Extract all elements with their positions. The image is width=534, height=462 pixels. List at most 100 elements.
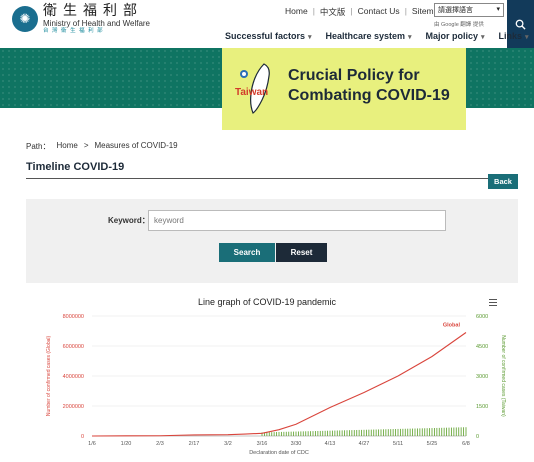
taiwan-bar (266, 432, 268, 436)
logo-english-name: Ministry of Health and Welfare (43, 19, 151, 28)
x-axis-tick-label: 4/27 (359, 441, 370, 447)
taiwan-bar (278, 431, 280, 436)
taiwan-bar (460, 427, 462, 436)
ministry-logo[interactable]: ✺ 衛生福利部 Ministry of Health and Welfare 台… (12, 4, 150, 35)
taiwan-bar (310, 431, 312, 436)
taiwan-bar (365, 429, 367, 436)
taiwan-bar (375, 429, 377, 436)
right-axis-tick-label: 0 (476, 434, 479, 440)
topnav-contact[interactable]: Contact Us (357, 6, 400, 16)
right-axis-tick-label: 3000 (476, 374, 488, 380)
logo-subtitle: 台 灣 衛 生 福 利 部 (43, 28, 104, 34)
taiwan-bar (324, 430, 326, 436)
left-axis-tick-label: 0 (81, 434, 84, 440)
left-axis-tick-label: 4000000 (63, 374, 84, 380)
taiwan-bar (436, 427, 438, 436)
taiwan-bar (280, 431, 282, 436)
taiwan-bar (453, 427, 455, 436)
left-axis-tick-label: 6000000 (63, 344, 84, 350)
taiwan-bar (353, 430, 355, 436)
taiwan-bar (305, 431, 307, 436)
nav-major-policy[interactable]: Major policy ▾ (425, 31, 485, 41)
right-axis-tick-label: 6000 (476, 314, 488, 320)
taiwan-bar (448, 427, 450, 436)
x-axis-tick-label: 2/3 (156, 441, 164, 447)
taiwan-bar (397, 428, 399, 436)
header-search-button[interactable] (507, 0, 534, 48)
back-button[interactable]: Back (488, 174, 518, 189)
breadcrumb-home[interactable]: Home (56, 141, 78, 150)
ministry-emblem-icon: ✺ (12, 6, 38, 33)
taiwan-bar (419, 428, 421, 436)
left-axis-label: Number of confirmed cases (Global) (46, 336, 52, 417)
x-axis-tick-label: 3/16 (257, 441, 268, 447)
breadcrumb-current[interactable]: Measures of COVID-19 (94, 141, 178, 150)
keyword-input[interactable] (148, 210, 446, 231)
taiwan-bar (438, 427, 440, 436)
x-axis-tick-label: 3/30 (291, 441, 302, 447)
keyword-label: Keyword： (108, 216, 150, 225)
search-button[interactable]: Search (219, 243, 275, 262)
taiwan-bar (433, 428, 435, 436)
taiwan-bar (295, 431, 297, 436)
nav-links[interactable]: Links ▾ (498, 31, 529, 41)
reset-button[interactable]: Reset (276, 243, 327, 262)
taiwan-bar (356, 429, 358, 436)
x-axis-tick-label: 4/13 (325, 441, 336, 447)
taiwan-bar (322, 430, 324, 436)
language-select[interactable]: 請選擇語言 ▾ (434, 3, 504, 17)
taiwan-bar (441, 427, 443, 436)
taiwan-bar (327, 430, 329, 436)
taiwan-bar (288, 431, 290, 436)
taiwan-bar (358, 429, 360, 436)
taiwan-bar (443, 427, 445, 436)
taiwan-bar (407, 428, 409, 436)
chevron-down-icon: ▾ (496, 6, 500, 13)
google-translate-badge: 由 Google 翻譯 提供 (434, 22, 484, 28)
chevron-down-icon: ▾ (523, 34, 529, 41)
taiwan-bar (290, 431, 292, 436)
taiwan-bar (273, 432, 275, 436)
taiwan-bar (339, 430, 341, 436)
taiwan-bar (392, 429, 394, 436)
left-axis-tick-label: 8000000 (63, 314, 84, 320)
taiwan-bar (402, 428, 404, 436)
topnav-chinese[interactable]: 中文版 (319, 7, 346, 17)
taiwan-bar (458, 427, 460, 436)
search-icon (515, 19, 526, 30)
nav-healthcare-system[interactable]: Healthcare system ▾ (325, 31, 412, 41)
x-axis-tick-label: 1/6 (88, 441, 96, 447)
x-axis-label: Declaration date of CDC (249, 450, 309, 456)
taiwan-bar (344, 430, 346, 436)
banner-card: Taiwan Crucial Policy for Combating COVI… (222, 48, 466, 130)
taiwan-bar (463, 427, 465, 436)
taiwan-bar (421, 428, 423, 436)
nav-successful-factors[interactable]: Successful factors ▾ (225, 31, 312, 41)
taiwan-bar (283, 431, 285, 436)
chart-menu-icon[interactable] (489, 299, 497, 308)
taiwan-bar (329, 430, 331, 436)
topnav-sitemap[interactable]: Sitemap (411, 6, 444, 16)
top-utility-nav: Home | 中文版 | Contact Us | Sitemap (285, 6, 444, 17)
taiwan-bar (351, 430, 353, 436)
taiwan-bar (261, 432, 263, 436)
chevron-down-icon: ▾ (306, 34, 312, 41)
taiwan-bar (302, 431, 304, 436)
taiwan-bar (382, 429, 384, 436)
taiwan-bar (336, 430, 338, 436)
taiwan-bar (378, 429, 380, 436)
taiwan-bar (317, 430, 319, 436)
taiwan-bar (380, 429, 382, 436)
breadcrumb: Path： Home > Measures of COVID-19 (26, 141, 178, 152)
taiwan-bar (263, 432, 265, 436)
language-select-value: 請選擇語言 (438, 7, 473, 14)
taiwan-map-icon (240, 63, 270, 114)
taiwan-bar (424, 428, 426, 436)
taiwan-bar (368, 429, 370, 436)
topnav-home[interactable]: Home (285, 6, 308, 16)
breadcrumb-separator: > (83, 141, 89, 150)
chart-title: Line graph of COVID-19 pandemic (197, 297, 337, 307)
taiwan-bar (385, 429, 387, 436)
x-axis-tick-label: 5/25 (427, 441, 438, 447)
global-series-label: Global (443, 323, 461, 329)
